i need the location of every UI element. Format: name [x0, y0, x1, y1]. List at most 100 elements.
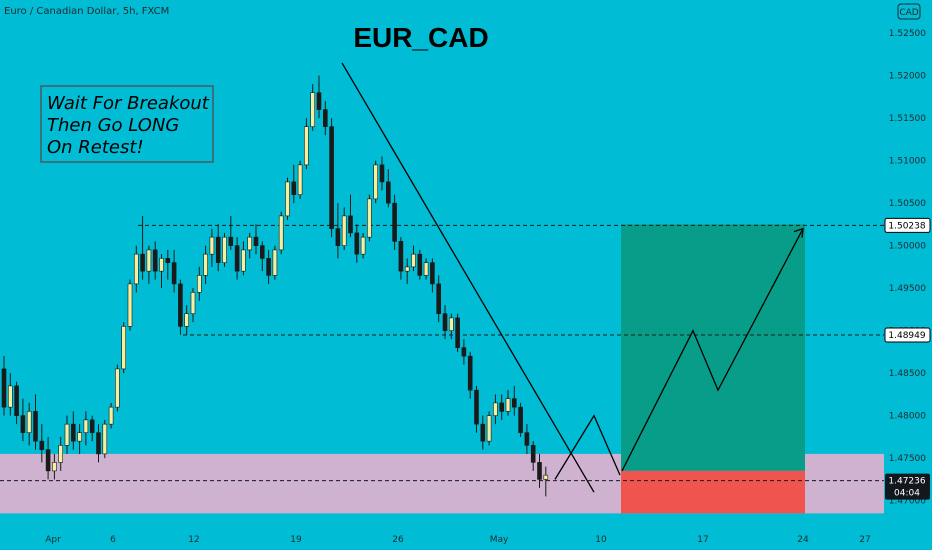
candle	[291, 164, 297, 204]
y-tick-label: 1.49500	[889, 284, 926, 294]
candle	[341, 207, 347, 250]
candle	[335, 203, 341, 259]
annotation-line-3: On Retest!	[47, 137, 144, 158]
candle	[304, 118, 309, 170]
candle	[64, 415, 70, 454]
current-price-badge	[885, 473, 930, 500]
x-tick-label: Apr	[45, 535, 61, 545]
chart-title: EUR_CAD	[353, 22, 488, 53]
candle	[146, 245, 152, 284]
candle	[266, 249, 271, 284]
candle	[165, 249, 171, 280]
candle	[247, 232, 252, 259]
candle	[171, 249, 177, 293]
y-tick-label: 1.48500	[889, 369, 926, 379]
currency-badge-label: CAD	[899, 8, 918, 18]
candle	[297, 160, 303, 199]
projection-path-2	[621, 228, 804, 472]
candle	[524, 424, 530, 454]
x-axis: Apr 6 12 19 26 May 10 17 24 27	[45, 535, 871, 545]
candle	[33, 394, 38, 450]
candle	[404, 258, 410, 284]
x-tick-label: 19	[290, 535, 302, 545]
candle	[140, 215, 145, 280]
candle	[178, 279, 183, 335]
level-price-badge	[884, 217, 931, 233]
candle	[480, 415, 486, 450]
candle	[511, 385, 517, 416]
candles-group	[1, 75, 549, 497]
descending-trendline	[341, 62, 595, 493]
y-tick-label: 1.50000	[889, 242, 926, 252]
x-tick-label: 12	[188, 535, 199, 545]
target-zone	[621, 224, 805, 471]
candle	[385, 169, 391, 208]
candle	[96, 424, 101, 463]
candle	[448, 313, 454, 340]
level-price-badge	[884, 327, 931, 343]
candle	[203, 245, 208, 284]
annotation-line-1: Wait For Breakout	[47, 93, 210, 114]
candle	[190, 288, 196, 323]
x-tick-label: 27	[859, 535, 870, 545]
candle	[8, 373, 13, 416]
candle	[455, 313, 460, 352]
price-labels: 1.50238 1.48949 1.47236 04:04	[884, 217, 931, 500]
candle	[467, 351, 473, 399]
candle	[234, 237, 240, 280]
symbol-title: Euro / Canadian Dollar, 5h, FXCM	[4, 6, 169, 17]
candle	[89, 415, 95, 442]
candle	[184, 305, 189, 335]
y-tick-label: 1.51500	[889, 114, 926, 124]
stop-zone	[621, 470, 805, 514]
candle	[215, 224, 221, 272]
current-price-text: 1.47236	[888, 477, 925, 487]
y-tick-label: 1.52000	[889, 72, 926, 82]
candle	[322, 101, 328, 136]
candle	[505, 390, 511, 416]
candle	[58, 436, 64, 471]
candle	[285, 177, 290, 221]
candle	[354, 224, 360, 263]
candle	[134, 245, 139, 293]
candle	[310, 84, 316, 131]
candle	[367, 194, 372, 242]
x-tick-label: May	[490, 535, 509, 545]
candle	[26, 402, 32, 446]
projection-arrowhead	[793, 227, 804, 238]
candle	[222, 232, 227, 267]
currency-badge[interactable]	[897, 3, 921, 20]
candle	[272, 245, 278, 280]
candle-countdown: 04:04	[894, 489, 920, 499]
candle	[530, 441, 536, 471]
candle	[14, 381, 19, 425]
candle	[348, 194, 353, 238]
candle	[159, 254, 164, 289]
candle	[461, 339, 467, 365]
candle	[373, 160, 379, 204]
candle	[329, 118, 334, 238]
candle	[121, 322, 126, 374]
horizontal-levels	[0, 224, 884, 482]
candle	[197, 266, 202, 301]
candle	[417, 249, 423, 280]
candle	[392, 194, 397, 250]
projection-path-1	[554, 414, 621, 480]
candle	[39, 424, 45, 463]
y-tick-label: 1.47000	[889, 497, 926, 507]
candle	[543, 466, 549, 497]
candle	[360, 232, 366, 259]
candle	[278, 211, 284, 255]
y-tick-label: 1.52500	[889, 29, 926, 39]
candle	[115, 364, 120, 412]
candle	[209, 228, 215, 267]
x-tick-label: 24	[797, 535, 809, 545]
level-price-text: 1.48949	[888, 331, 925, 341]
candle	[259, 241, 265, 272]
candle	[228, 215, 234, 250]
candle	[1, 356, 7, 416]
x-tick-label: 17	[697, 535, 708, 545]
candle	[474, 385, 479, 433]
candle	[241, 241, 246, 276]
